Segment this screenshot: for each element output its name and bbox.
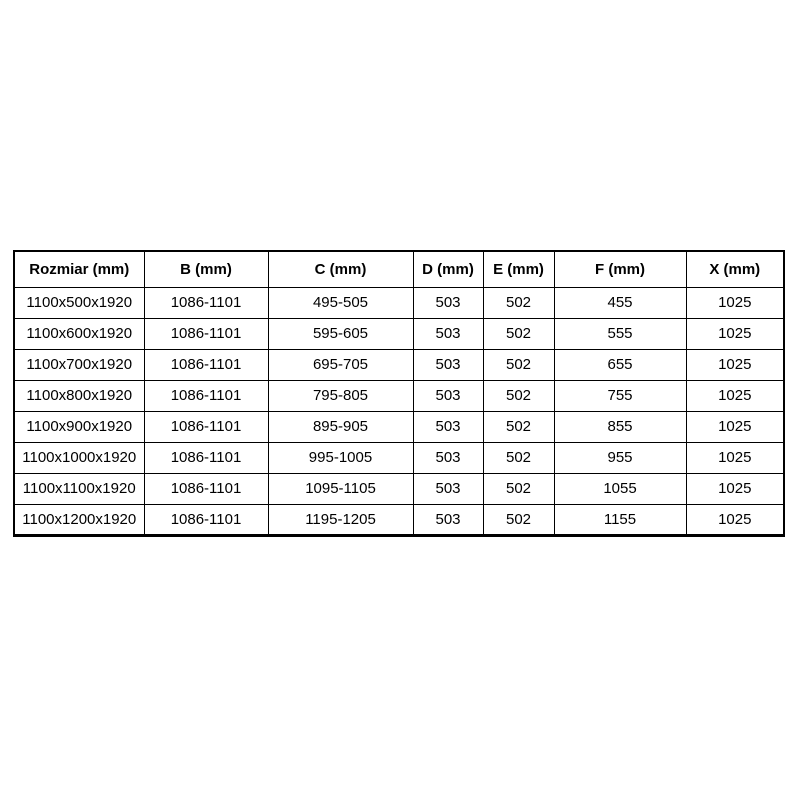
cell-x: 1025	[685, 472, 785, 505]
table-row: 1100x900x1920 1086-1101 895-905 503 502 …	[13, 410, 785, 443]
table-row: 1100x1100x1920 1086-1101 1095-1105 503 5…	[13, 472, 785, 505]
cell-f: 755	[553, 379, 687, 412]
column-header-c: C (mm)	[267, 250, 414, 288]
cell-e: 502	[482, 410, 555, 443]
table-row: 1100x500x1920 1086-1101 495-505 503 502 …	[13, 286, 785, 319]
table-row: 1100x1200x1920 1086-1101 1195-1205 503 5…	[13, 503, 785, 536]
cell-c: 495-505	[267, 286, 414, 319]
table-row: 1100x700x1920 1086-1101 695-705 503 502 …	[13, 348, 785, 381]
table-row: 1100x600x1920 1086-1101 595-605 503 502 …	[13, 317, 785, 350]
cell-f: 555	[553, 317, 687, 350]
cell-d: 503	[412, 503, 484, 536]
table-header-row: Rozmiar (mm) B (mm) C (mm) D (mm) E (mm)…	[13, 250, 785, 288]
cell-c: 995-1005	[267, 441, 414, 474]
cell-b: 1086-1101	[143, 348, 269, 381]
cell-f: 955	[553, 441, 687, 474]
cell-b: 1086-1101	[143, 286, 269, 319]
cell-b: 1086-1101	[143, 472, 269, 505]
cell-d: 503	[412, 472, 484, 505]
column-header-f: F (mm)	[553, 250, 687, 288]
cell-x: 1025	[685, 441, 785, 474]
cell-c: 895-905	[267, 410, 414, 443]
cell-rozmiar: 1100x1100x1920	[13, 472, 145, 505]
cell-f: 1055	[553, 472, 687, 505]
cell-c: 695-705	[267, 348, 414, 381]
cell-c: 1095-1105	[267, 472, 414, 505]
cell-x: 1025	[685, 348, 785, 381]
cell-c: 595-605	[267, 317, 414, 350]
cell-f: 1155	[553, 503, 687, 536]
cell-d: 503	[412, 348, 484, 381]
table-row: 1100x800x1920 1086-1101 795-805 503 502 …	[13, 379, 785, 412]
cell-e: 502	[482, 317, 555, 350]
cell-e: 502	[482, 441, 555, 474]
cell-rozmiar: 1100x1200x1920	[13, 503, 145, 536]
cell-c: 1195-1205	[267, 503, 414, 536]
cell-rozmiar: 1100x800x1920	[13, 379, 145, 412]
cell-e: 502	[482, 503, 555, 536]
cell-rozmiar: 1100x500x1920	[13, 286, 145, 319]
cell-rozmiar: 1100x600x1920	[13, 317, 145, 350]
cell-d: 503	[412, 317, 484, 350]
table-row: 1100x1000x1920 1086-1101 995-1005 503 50…	[13, 441, 785, 474]
cell-c: 795-805	[267, 379, 414, 412]
cell-x: 1025	[685, 410, 785, 443]
dimensions-spec-table: Rozmiar (mm) B (mm) C (mm) D (mm) E (mm)…	[13, 250, 785, 537]
cell-f: 455	[553, 286, 687, 319]
cell-d: 503	[412, 379, 484, 412]
cell-e: 502	[482, 379, 555, 412]
cell-e: 502	[482, 286, 555, 319]
column-header-d: D (mm)	[412, 250, 484, 288]
cell-rozmiar: 1100x1000x1920	[13, 441, 145, 474]
cell-b: 1086-1101	[143, 503, 269, 536]
cell-b: 1086-1101	[143, 379, 269, 412]
column-header-e: E (mm)	[482, 250, 555, 288]
cell-e: 502	[482, 472, 555, 505]
cell-x: 1025	[685, 379, 785, 412]
cell-d: 503	[412, 441, 484, 474]
cell-b: 1086-1101	[143, 441, 269, 474]
cell-b: 1086-1101	[143, 410, 269, 443]
cell-b: 1086-1101	[143, 317, 269, 350]
cell-x: 1025	[685, 503, 785, 536]
cell-x: 1025	[685, 317, 785, 350]
cell-d: 503	[412, 410, 484, 443]
cell-rozmiar: 1100x900x1920	[13, 410, 145, 443]
cell-x: 1025	[685, 286, 785, 319]
cell-f: 855	[553, 410, 687, 443]
cell-d: 503	[412, 286, 484, 319]
cell-f: 655	[553, 348, 687, 381]
column-header-x: X (mm)	[685, 250, 785, 288]
cell-rozmiar: 1100x700x1920	[13, 348, 145, 381]
column-header-rozmiar: Rozmiar (mm)	[13, 250, 145, 288]
column-header-b: B (mm)	[143, 250, 269, 288]
cell-e: 502	[482, 348, 555, 381]
